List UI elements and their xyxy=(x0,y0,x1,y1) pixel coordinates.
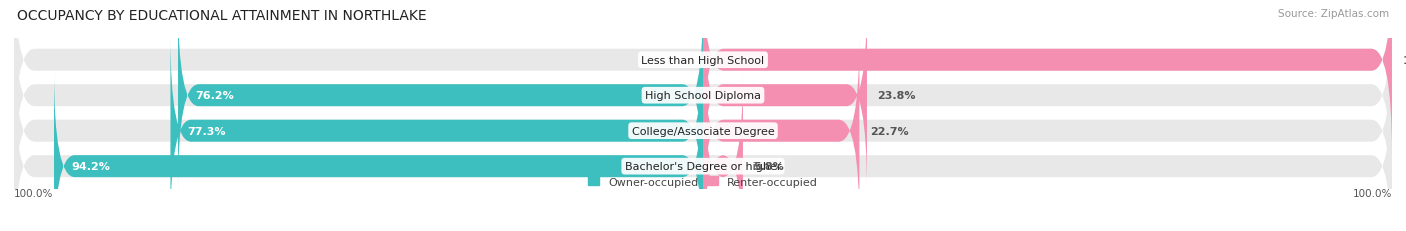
Text: High School Diploma: High School Diploma xyxy=(645,91,761,101)
FancyBboxPatch shape xyxy=(53,71,703,231)
FancyBboxPatch shape xyxy=(703,0,1392,155)
Text: 100.0%: 100.0% xyxy=(14,188,53,198)
FancyBboxPatch shape xyxy=(14,71,1392,231)
Text: 5.8%: 5.8% xyxy=(754,161,785,171)
FancyBboxPatch shape xyxy=(170,36,703,226)
FancyBboxPatch shape xyxy=(14,36,1392,226)
Text: 23.8%: 23.8% xyxy=(877,91,915,101)
Text: Bachelor's Degree or higher: Bachelor's Degree or higher xyxy=(624,161,782,171)
Legend: Owner-occupied, Renter-occupied: Owner-occupied, Renter-occupied xyxy=(588,177,818,187)
Text: College/Associate Degree: College/Associate Degree xyxy=(631,126,775,136)
Text: 100.0%: 100.0% xyxy=(1353,188,1392,198)
FancyBboxPatch shape xyxy=(14,0,1392,155)
Text: Less than High School: Less than High School xyxy=(641,55,765,65)
Text: 76.2%: 76.2% xyxy=(195,91,233,101)
Text: 22.7%: 22.7% xyxy=(870,126,908,136)
FancyBboxPatch shape xyxy=(14,1,1392,191)
Text: 94.2%: 94.2% xyxy=(72,161,110,171)
FancyBboxPatch shape xyxy=(703,36,859,226)
Text: 77.3%: 77.3% xyxy=(187,126,226,136)
FancyBboxPatch shape xyxy=(179,1,703,191)
Text: OCCUPANCY BY EDUCATIONAL ATTAINMENT IN NORTHLAKE: OCCUPANCY BY EDUCATIONAL ATTAINMENT IN N… xyxy=(17,9,426,23)
FancyBboxPatch shape xyxy=(703,1,868,191)
Text: 100.0%: 100.0% xyxy=(1402,55,1406,65)
Text: Source: ZipAtlas.com: Source: ZipAtlas.com xyxy=(1278,9,1389,19)
FancyBboxPatch shape xyxy=(703,71,742,231)
